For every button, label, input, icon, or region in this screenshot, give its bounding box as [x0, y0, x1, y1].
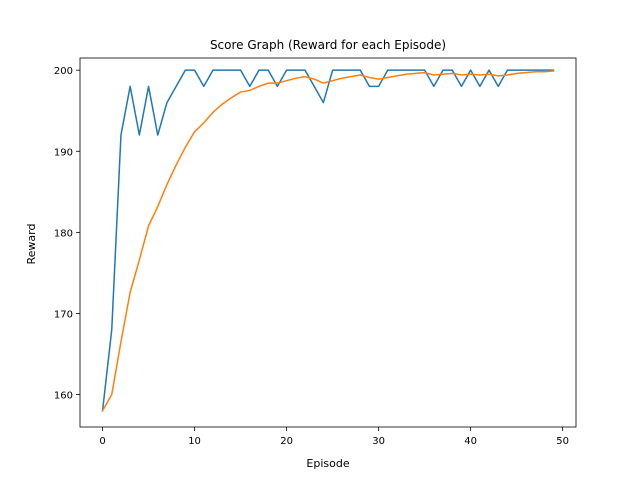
- chart-title: Score Graph (Reward for each Episode): [210, 38, 446, 52]
- y-tick-label: 170: [54, 309, 73, 320]
- series-line-1: [101, 69, 555, 412]
- x-tick-label: 20: [280, 436, 293, 447]
- series-layer: [101, 69, 555, 412]
- y-tick-label: 160: [54, 391, 73, 402]
- plot-frame: [79, 57, 577, 428]
- y-tick-label: 190: [54, 147, 73, 158]
- x-tick-label: 50: [556, 436, 569, 447]
- x-tick-label: 40: [464, 436, 477, 447]
- x-axis-label: Episode: [306, 457, 349, 470]
- x-tick-label: 0: [99, 436, 105, 447]
- x-tick-label: 30: [372, 436, 385, 447]
- x-tick-label: 10: [188, 436, 201, 447]
- y-axis-ticks: 160 170 180 190 200: [54, 66, 80, 402]
- y-tick-label: 200: [54, 66, 73, 77]
- series-line-2: [101, 70, 555, 412]
- x-axis-ticks: 0 10 20 30 40 50: [99, 427, 569, 447]
- y-axis-label: Reward: [25, 224, 38, 265]
- y-tick-label: 180: [54, 228, 73, 239]
